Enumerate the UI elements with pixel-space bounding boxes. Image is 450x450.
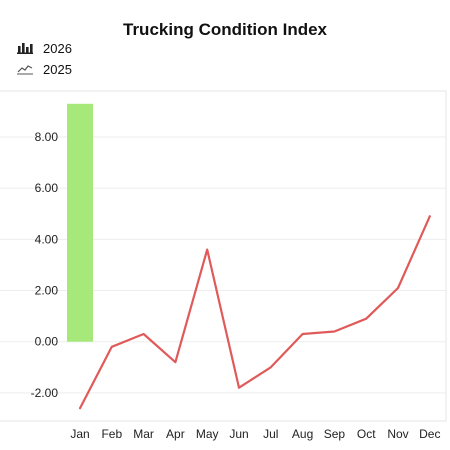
- x-tick-label: Dec: [419, 427, 440, 441]
- legend-label-2025: 2025: [43, 62, 72, 77]
- legend-item-2026[interactable]: 2026: [17, 38, 72, 59]
- x-tick-label: Sep: [324, 427, 346, 441]
- line-chart-icon: [17, 63, 35, 77]
- x-tick-label: Jan: [70, 427, 89, 441]
- x-tick-label: Aug: [292, 427, 313, 441]
- x-tick-label: May: [196, 427, 219, 441]
- legend-label-2026: 2026: [43, 41, 72, 56]
- x-tick-label: Oct: [357, 427, 376, 441]
- bar-jan: [67, 103, 93, 342]
- y-tick-label: 6.00: [35, 181, 59, 195]
- y-tick-label: 8.00: [35, 130, 59, 144]
- series-line-2025: [78, 215, 431, 410]
- bar-chart-icon: [17, 42, 35, 56]
- y-tick-label: 0.00: [35, 335, 59, 349]
- y-tick-label: -2.00: [31, 386, 59, 400]
- x-tick-label: Feb: [101, 427, 122, 441]
- x-tick-label: Nov: [387, 427, 408, 441]
- y-tick-label: 2.00: [35, 284, 59, 298]
- legend: 2026 2025: [17, 38, 72, 80]
- legend-item-2025[interactable]: 2025: [17, 59, 72, 80]
- x-tick-label: Jun: [229, 427, 248, 441]
- chart-title: Trucking Condition Index: [123, 20, 327, 39]
- y-tick-label: 4.00: [35, 232, 59, 246]
- x-tick-label: Apr: [166, 427, 185, 441]
- x-tick-label: Mar: [133, 427, 154, 441]
- x-tick-label: Jul: [263, 427, 278, 441]
